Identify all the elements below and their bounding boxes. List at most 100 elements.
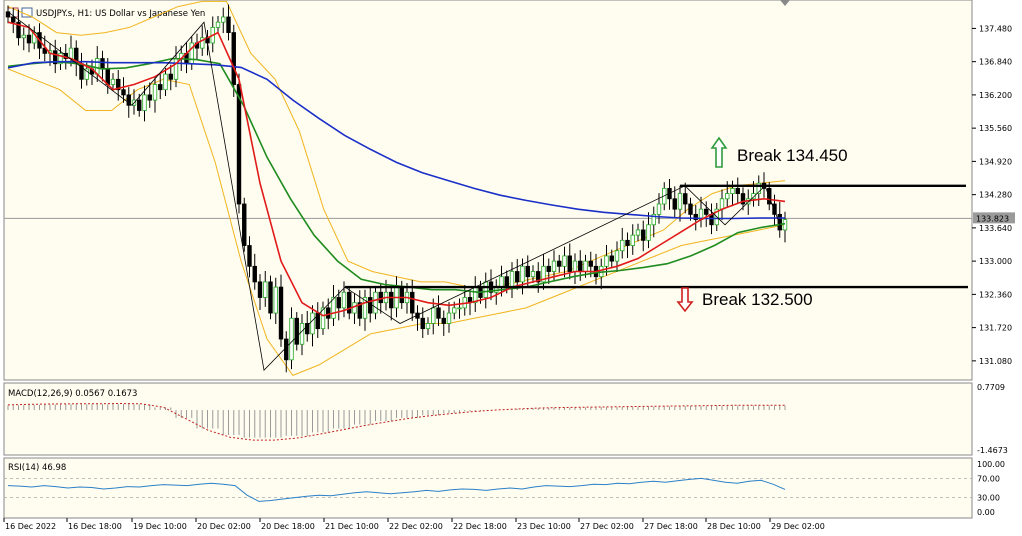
- candle-body: [578, 260, 583, 272]
- arrow-down-icon: [676, 287, 694, 313]
- candle-body: [782, 219, 788, 231]
- candle-body: [357, 302, 362, 319]
- candle-body: [299, 323, 305, 345]
- candle-body: [294, 317, 299, 345]
- candle-body: [546, 265, 551, 272]
- macd-pane[interactable]: [3, 382, 973, 456]
- candle-body: [53, 50, 58, 65]
- price-axis: 137.480 136.840 136.200 135.560 134.920 134.2…: [972, 24, 1012, 366]
- candle-body: [58, 52, 63, 65]
- time-tick-label: 27 Dec 02:00: [580, 522, 634, 531]
- candle-body: [704, 208, 709, 215]
- rsi-tick-label: 100.00: [977, 460, 1005, 469]
- candle-body: [221, 16, 226, 23]
- candle-body: [278, 286, 284, 340]
- rsi-line: [7, 477, 786, 502]
- break-down-annotation: Break 132.500: [676, 287, 813, 313]
- candle-body: [289, 317, 294, 361]
- candle-body: [515, 271, 520, 283]
- time-axis: 16 Dec 2022 16 Dec 18:00 19 Dec 10:00 20 De…: [3, 518, 825, 531]
- candle-body: [609, 255, 614, 262]
- candle-body: [551, 260, 557, 272]
- candle-body: [268, 281, 273, 314]
- candle-body: [100, 58, 105, 70]
- candle-body: [520, 265, 525, 283]
- time-tick-label: 22 Dec 18:00: [453, 522, 507, 531]
- candle-body: [431, 307, 436, 324]
- candle-body: [362, 297, 368, 319]
- candle-body: [436, 307, 441, 319]
- time-tick-label: 20 Dec 02:00: [197, 522, 251, 531]
- candle-body: [635, 229, 641, 236]
- candle-body: [263, 281, 268, 298]
- price-tick-label: 137.480: [979, 24, 1012, 33]
- main-pane[interactable]: [3, 0, 973, 381]
- candle-body: [672, 198, 677, 210]
- candle-body: [410, 291, 415, 314]
- macd-series: [7, 402, 786, 441]
- zigzag-line: [7, 11, 783, 372]
- candle-body: [326, 307, 331, 319]
- scroll-marker-icon[interactable]: [780, 0, 790, 6]
- time-tick-label: 28 Dec 10:00: [707, 522, 761, 531]
- main-series: [4, 0, 972, 377]
- candle-body: [16, 21, 21, 39]
- current-price-label: 133.823: [976, 214, 1009, 223]
- candle-body: [641, 229, 646, 241]
- candle-body: [331, 297, 336, 319]
- candle-body: [730, 188, 735, 194]
- candle-body: [116, 78, 121, 91]
- candle-body: [231, 32, 236, 85]
- support-resistance-levels: [345, 184, 968, 289]
- candle-body: [572, 260, 578, 272]
- rsi-pane[interactable]: [3, 457, 973, 519]
- candle-body: [420, 317, 425, 330]
- candle-body: [725, 193, 730, 200]
- candle-body: [709, 213, 714, 226]
- candle-body: [378, 291, 383, 304]
- ma-green-line: [7, 57, 786, 294]
- candle-body: [530, 271, 536, 278]
- candle-body: [620, 239, 625, 252]
- candle-body: [688, 203, 693, 215]
- candle-body: [541, 265, 546, 283]
- price-tick-label: 134.280: [979, 191, 1012, 200]
- candle-body: [320, 307, 326, 330]
- candle-body: [557, 260, 562, 267]
- candle-body: [310, 312, 315, 335]
- chart-icon[interactable]: [21, 7, 33, 18]
- candle-body: [11, 16, 16, 23]
- break-up-annotation: Break 134.450: [710, 136, 848, 168]
- candle-body: [452, 307, 457, 314]
- candle-body: [368, 297, 373, 314]
- candle-body: [677, 193, 683, 210]
- break-down-label: Break 132.500: [702, 290, 813, 309]
- candle-body: [26, 34, 32, 44]
- rsi-tick-label: 70.00: [977, 474, 1000, 483]
- candle-body: [483, 281, 488, 298]
- candle-body: [257, 281, 263, 298]
- candle-body: [5, 11, 11, 18]
- candle-body: [457, 307, 462, 310]
- candle-body: [646, 224, 651, 241]
- price-tick-label: 136.840: [979, 58, 1012, 67]
- price-tick-label: 131.080: [979, 357, 1012, 366]
- ma-blue-line: [7, 60, 785, 220]
- candle-body: [373, 291, 378, 314]
- candle-body: [305, 323, 310, 335]
- macd-top-label: 0.7709: [977, 383, 1005, 392]
- candle-body: [152, 84, 158, 101]
- candle-body: [126, 94, 131, 106]
- price-tick-label: 133.640: [979, 224, 1012, 233]
- candle-body: [247, 245, 252, 267]
- candle-body: [625, 239, 630, 246]
- candle-body: [163, 73, 168, 91]
- candle-body: [341, 291, 347, 309]
- time-tick-label: 27 Dec 18:00: [644, 522, 698, 531]
- candle-body: [389, 291, 394, 309]
- candle-body: [583, 260, 588, 272]
- rsi-series: 100.00 70.00 30.00 0.00: [4, 460, 1005, 517]
- candle-body: [242, 203, 247, 246]
- price-tick-label: 131.720: [979, 324, 1012, 333]
